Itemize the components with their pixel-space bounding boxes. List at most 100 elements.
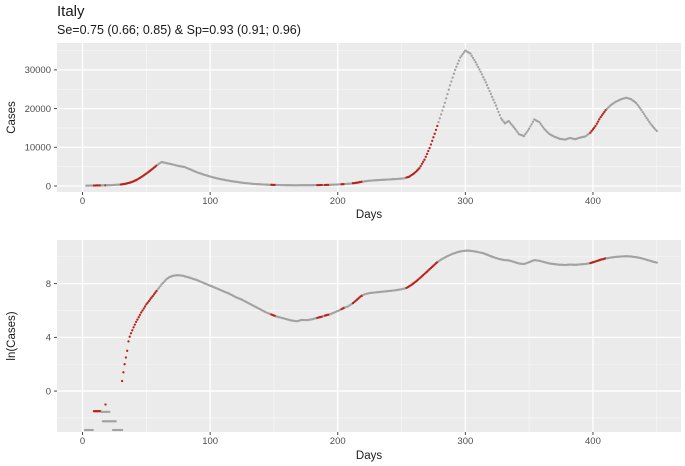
data-point	[140, 311, 143, 314]
data-point	[462, 51, 466, 54]
data-point	[494, 104, 498, 107]
data-point	[114, 420, 117, 423]
x-tick-label: 200	[330, 196, 346, 207]
data-point	[540, 124, 544, 127]
data-point	[122, 371, 125, 374]
data-point	[493, 101, 496, 104]
panel-cases-linear: 0 100 200 300 400 0 10000 20000 30000 Days Cases	[6, 43, 681, 221]
data-point	[425, 152, 429, 156]
data-point	[438, 117, 441, 120]
x-tick-label: 200	[330, 436, 346, 447]
data-point	[132, 326, 135, 329]
data-point	[484, 81, 487, 84]
data-point	[644, 114, 647, 118]
data-point	[502, 120, 505, 123]
data-point	[480, 73, 484, 76]
data-point	[159, 284, 162, 288]
data-point	[653, 126, 656, 130]
data-point	[157, 286, 161, 289]
data-point	[127, 340, 130, 343]
data-point	[445, 97, 448, 100]
data-point	[120, 428, 124, 432]
data-point	[655, 129, 658, 133]
x-tick-label: 400	[585, 196, 601, 207]
data-point	[655, 261, 658, 264]
data-point	[475, 63, 478, 66]
data-point	[452, 72, 456, 75]
data-point	[649, 122, 652, 125]
data-point	[530, 122, 533, 126]
x-tick-label: 300	[457, 196, 473, 207]
data-point	[641, 110, 644, 114]
data-point	[525, 131, 528, 134]
data-point	[141, 309, 144, 312]
tick-marks-layer	[54, 283, 594, 435]
data-point	[598, 118, 601, 121]
data-point	[448, 84, 452, 87]
x-tick-label: 0	[80, 196, 85, 207]
data-point	[647, 120, 651, 123]
data-point	[492, 98, 495, 101]
y-tick-label: 30000	[25, 65, 51, 76]
data-point	[446, 92, 449, 96]
data-point	[441, 109, 444, 112]
data-point	[539, 122, 542, 126]
panel-cases-log: 0 100 200 300 400 0 4 8 Days ln(Cases)	[6, 240, 681, 462]
x-axis-title: Days	[356, 450, 382, 462]
data-point	[646, 118, 649, 121]
data-point	[636, 103, 639, 107]
x-tick-label: 400	[585, 436, 601, 447]
data-point	[431, 139, 434, 143]
data-point	[437, 120, 440, 124]
data-point	[473, 58, 476, 62]
data-point	[594, 124, 597, 128]
x-tick-label: 0	[80, 436, 85, 447]
data-point	[442, 105, 445, 108]
chart-subtitle: Se=0.75 (0.66; 0.85) & Sp=0.93 (0.91; 0.…	[57, 23, 301, 37]
data-point	[427, 149, 430, 153]
data-point	[134, 320, 138, 324]
data-point	[496, 107, 499, 110]
data-point	[129, 332, 133, 335]
data-point	[487, 86, 490, 90]
data-point	[142, 307, 145, 310]
data-point	[471, 56, 475, 60]
data-point	[600, 114, 604, 117]
data-point	[488, 89, 491, 93]
data-point	[589, 131, 592, 134]
data-point	[538, 120, 541, 124]
data-point	[136, 318, 139, 321]
data-point	[596, 120, 600, 123]
data-point	[456, 62, 459, 65]
panel-background	[57, 240, 681, 432]
x-axis-title: Days	[356, 209, 382, 221]
data-point	[149, 298, 152, 301]
data-point	[490, 95, 494, 98]
data-point	[138, 313, 142, 317]
data-point	[429, 143, 433, 146]
data-point	[524, 133, 527, 136]
data-point	[642, 112, 646, 116]
y-axis-title: Cases	[6, 101, 18, 134]
data-point	[522, 134, 526, 138]
data-point	[461, 52, 464, 56]
data-point	[433, 132, 436, 135]
data-point	[424, 155, 427, 158]
data-point	[152, 293, 156, 296]
data-point	[478, 68, 481, 71]
data-point	[640, 108, 643, 112]
data-point	[124, 356, 128, 359]
data-point	[131, 329, 134, 332]
data-point	[143, 305, 147, 308]
data-point	[513, 127, 517, 131]
data-point	[469, 52, 472, 55]
data-point	[419, 164, 422, 168]
data-point	[156, 288, 159, 291]
data-point	[126, 349, 129, 352]
data-point	[455, 65, 458, 68]
data-point	[418, 167, 421, 170]
data-point	[432, 136, 435, 139]
data-point	[151, 294, 154, 298]
data-point	[451, 76, 454, 79]
